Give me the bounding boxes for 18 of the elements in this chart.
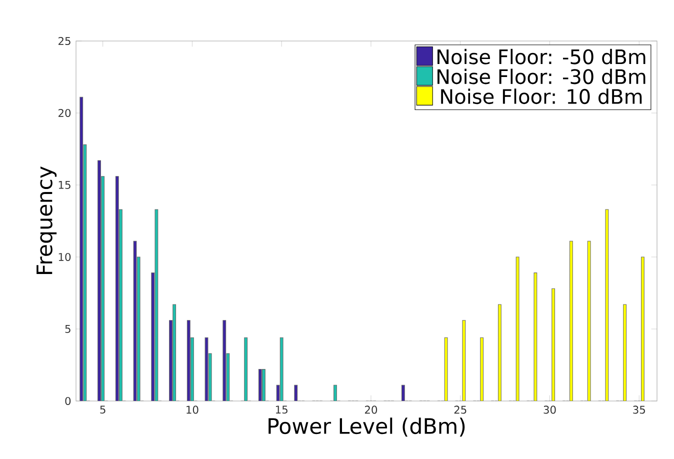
- y-tick-label: 15: [58, 181, 70, 189]
- y-tick-label: 5: [65, 325, 70, 333]
- x-tick-label: 10: [186, 406, 198, 414]
- legend-label: Noise Floor: -50 dBm: [438, 48, 646, 64]
- y-axis-title: Frequency: [36, 166, 57, 274]
- y-tick-label: 0: [65, 396, 71, 406]
- legend-label: Noise Floor: -30 dBm: [438, 68, 646, 84]
- x-tick-label: 20: [364, 406, 378, 414]
- y-tick-label: 25: [58, 36, 70, 46]
- legend-label: Noise Floor: 10 dBm: [441, 88, 642, 104]
- x-tick-label: 15: [276, 406, 288, 414]
- x-tick-label: 25: [454, 406, 466, 414]
- y-tick-label: 20: [58, 108, 71, 118]
- y-tick-label: 10: [58, 252, 71, 262]
- x-tick-label: 35: [633, 406, 645, 414]
- x-axis-title: Power Level (dBm): [268, 418, 465, 437]
- x-tick-label: 5: [100, 406, 106, 414]
- x-tick-label: 30: [544, 406, 556, 414]
